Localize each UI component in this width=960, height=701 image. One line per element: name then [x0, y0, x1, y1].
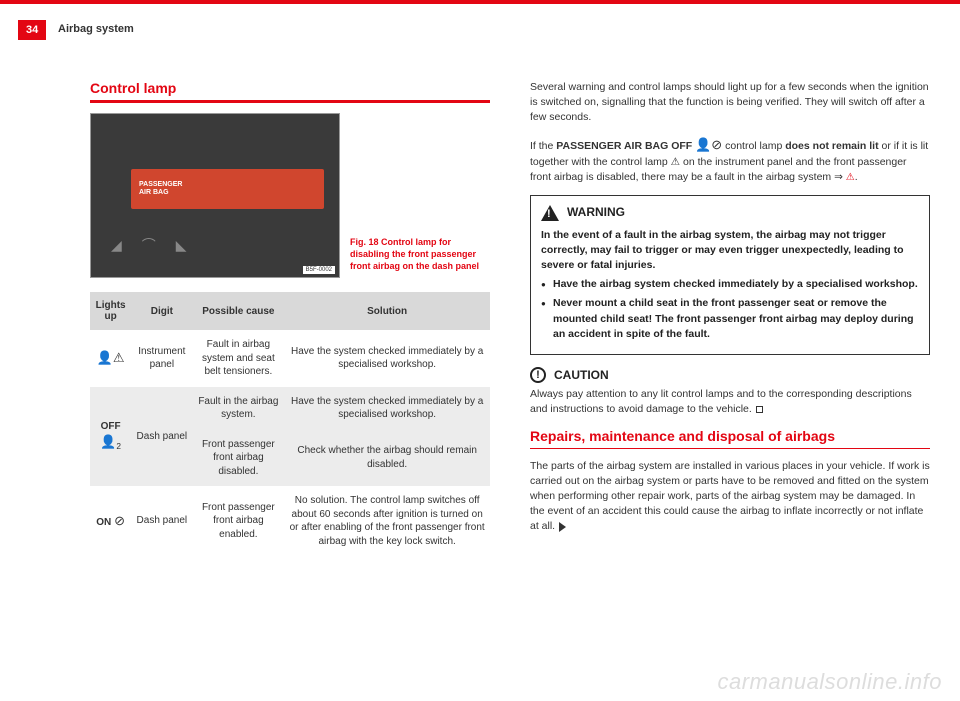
repairs-text: The parts of the airbag system are insta… [530, 459, 930, 535]
off-airbag-icon: 👤 [100, 434, 116, 449]
caution-head: ! CAUTION [530, 367, 930, 383]
cell-solution: No solution. The control lamp switches o… [284, 486, 490, 556]
th-cause: Possible cause [192, 292, 284, 330]
warning-box: WARNING In the event of a fault in the a… [530, 195, 930, 355]
cell-solution: Check whether the airbag should remain d… [284, 430, 490, 487]
warning-triangle-icon: ⚠ [846, 172, 855, 183]
cell-digit: Dash panel [131, 486, 192, 556]
figure-photo: PASSENGER AIR BAG ◢ ⌒ ◣ B5F-0002 [90, 113, 340, 278]
control-lamp-table: Lights up Digit Possible cause Solution … [90, 292, 490, 556]
cell-symbol: ON ⊘ [90, 486, 131, 556]
caution-body: Always pay attention to any lit control … [530, 388, 912, 415]
th-lights: Lights up [90, 292, 131, 330]
cell-digit: Instrument panel [131, 330, 192, 387]
control-lamp-heading: Control lamp [90, 80, 490, 103]
off-text: OFF [101, 421, 121, 432]
cell-digit: Dash panel [131, 387, 192, 487]
intro-paragraph: Several warning and control lamps should… [530, 80, 930, 126]
warning-bullet-1: Have the airbag system checked immediate… [541, 277, 919, 292]
airbag-label-l2: AIR BAG [139, 189, 182, 197]
airbag-warn-icon: 👤⚠ [97, 350, 125, 365]
warning-intro: In the event of a fault in the airbag sy… [541, 228, 919, 274]
dash-icons-row: ◢ ⌒ ◣ [111, 235, 319, 255]
th-digit: Digit [131, 292, 192, 330]
section-title: Airbag system [58, 23, 134, 35]
cell-symbol: 👤⚠ [90, 330, 131, 387]
th-solution: Solution [284, 292, 490, 330]
seat2-icon: ◣ [176, 237, 187, 254]
cell-solution: Have the system checked immediately by a… [284, 387, 490, 430]
on-text: ON [96, 517, 111, 528]
p2d: does not remain lit [785, 140, 878, 152]
figure-caption: Fig. 18 Control lamp for disabling the f… [350, 236, 490, 278]
p2a: If the [530, 140, 556, 152]
seat-icon: ◢ [111, 237, 122, 254]
top-red-bar [0, 0, 960, 4]
cell-solution: Have the system checked immediately by a… [284, 330, 490, 387]
on-airbag-icon: ⊘ [114, 513, 125, 528]
caution-text: Always pay attention to any lit control … [530, 387, 930, 417]
off-sub: 2 [116, 441, 121, 451]
cell-cause: Front passenger front airbag disabled. [192, 430, 284, 487]
warning-title: WARNING [567, 204, 625, 221]
p2c: control lamp [722, 140, 785, 152]
warning-head: WARNING [541, 204, 919, 221]
condition-paragraph: If the PASSENGER AIR BAG OFF 👤⊘ control … [530, 136, 930, 186]
rear-icon: ⌒ [142, 235, 156, 255]
table-header-row: Lights up Digit Possible cause Solution [90, 292, 490, 330]
warning-icon [541, 205, 559, 221]
left-column: Control lamp PASSENGER AIR BAG ◢ ⌒ ◣ B5F… [90, 80, 490, 556]
table-row: 👤⚠ Instrument panel Fault in airbag syst… [90, 330, 490, 387]
table-row: ON ⊘ Dash panel Front passenger front ai… [90, 486, 490, 556]
cell-cause: Front passenger front airbag enabled. [192, 486, 284, 556]
cell-cause: Fault in airbag system and seat belt ten… [192, 330, 284, 387]
watermark: carmanualsonline.info [717, 669, 942, 695]
caution-title: CAUTION [554, 368, 609, 382]
airbag-panel: PASSENGER AIR BAG [131, 169, 324, 209]
warning-bullet-2: Never mount a child seat in the front pa… [541, 296, 919, 342]
repairs-heading: Repairs, maintenance and disposal of air… [530, 428, 930, 449]
continue-arrow-icon [559, 522, 566, 532]
airbag-label-l1: PASSENGER [139, 181, 182, 189]
end-mark-icon [756, 406, 763, 413]
right-column: Several warning and control lamps should… [530, 80, 930, 556]
airbag-off-icon: 👤⊘ [695, 137, 722, 152]
caution-icon: ! [530, 367, 546, 383]
repairs-body: The parts of the airbag system are insta… [530, 460, 930, 533]
page-number-tab: 34 [18, 20, 46, 40]
warning-bullets: Have the airbag system checked immediate… [541, 277, 919, 342]
cell-cause: Fault in the airbag system. [192, 387, 284, 430]
figure-block: PASSENGER AIR BAG ◢ ⌒ ◣ B5F-0002 Fig. 18… [90, 113, 490, 278]
cell-symbol: OFF 👤2 [90, 387, 131, 487]
figure-code: B5F-0002 [303, 266, 335, 274]
airbag-panel-label: PASSENGER AIR BAG [139, 181, 182, 196]
content-columns: Control lamp PASSENGER AIR BAG ◢ ⌒ ◣ B5F… [90, 80, 930, 556]
table-row: OFF 👤2 Dash panel Fault in the airbag sy… [90, 387, 490, 430]
p2b: PASSENGER AIR BAG OFF [556, 140, 695, 152]
